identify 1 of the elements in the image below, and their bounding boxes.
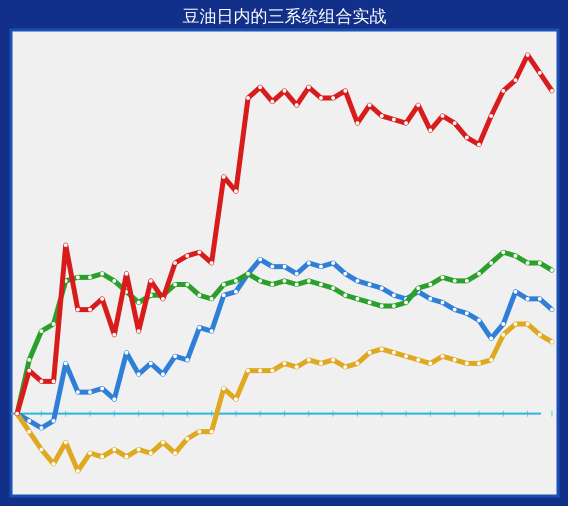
- chart-title: 豆油日内的三系统组合实战: [182, 7, 386, 27]
